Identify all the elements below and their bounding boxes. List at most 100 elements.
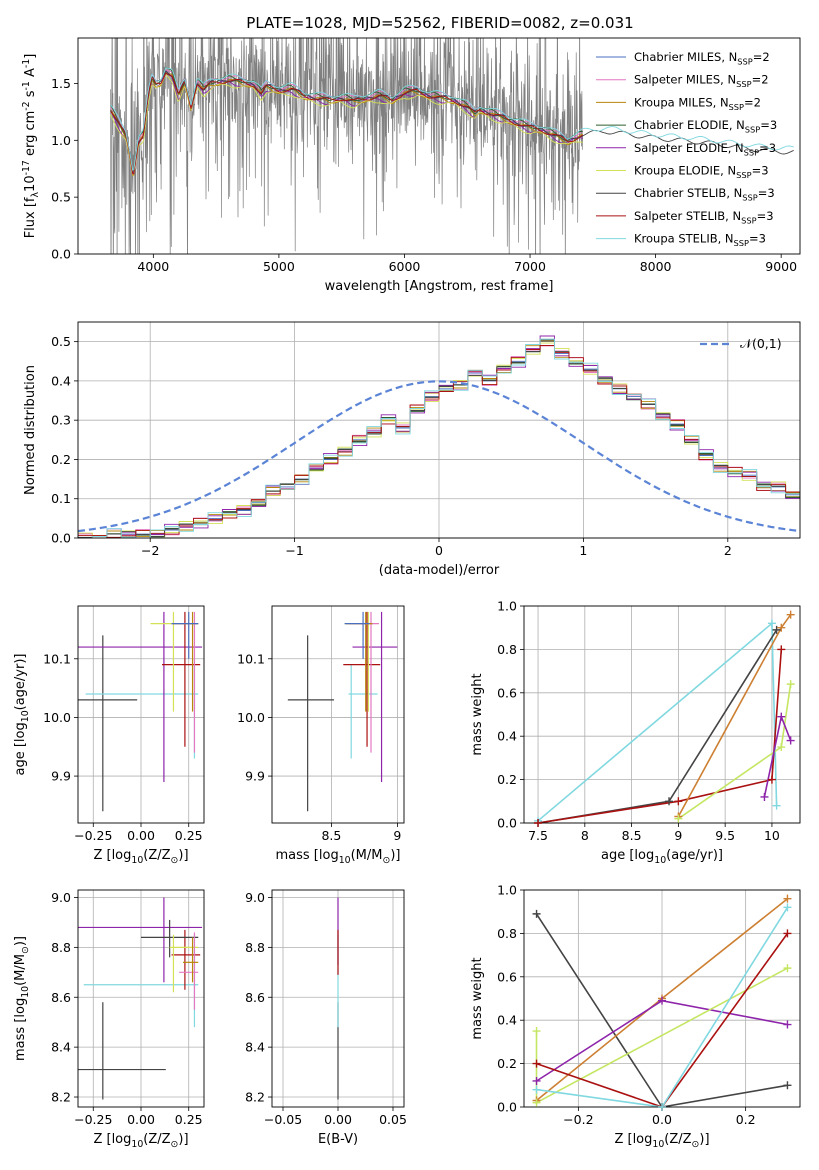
z-mass-ytick-label: 9.0	[51, 890, 71, 905]
ebv-mass-ytick-label: 9.0	[245, 890, 265, 905]
z-age-frame	[77, 605, 205, 824]
legend-label: Chabrier STELIB, NSSP​=3	[634, 186, 775, 202]
histogram-step	[78, 345, 800, 538]
z-mass-xlabel: Z [log10​(Z/Z⊙​)]	[93, 1132, 188, 1150]
spectrum-plot-area	[110, 38, 794, 254]
z-weight-marker	[783, 929, 792, 938]
z-weight-marker	[532, 1027, 541, 1036]
z-weight-ytick-label: 0.4	[497, 1013, 517, 1028]
z-weight-series-line	[536, 906, 789, 1107]
age-weight-ytick-label: 0.6	[497, 685, 517, 700]
mass-age-xtick-label: 8.5	[321, 828, 341, 843]
z-weight-marker	[783, 964, 792, 973]
histogram-step	[78, 341, 800, 538]
age-weight-marker	[777, 645, 786, 654]
z-weight-ytick-label: 1.0	[497, 883, 517, 898]
mass-age-xlabel: mass [log10​(M/M⊙​)]	[276, 848, 401, 866]
ebv-mass-xtick-label: 0.00	[324, 1112, 352, 1127]
spectrum-legend: Chabrier MILES, NSSP​=2 Salpeter MILES, N…	[596, 50, 777, 248]
age-weight-xlabel: age [log10​(age/yr)]	[601, 848, 723, 866]
z-age-xtick-label: 0.00	[127, 828, 155, 843]
legend-label: Chabrier MILES, NSSP​=2	[634, 50, 770, 66]
ebv-mass-axes: −0.05 0.00 0.05 8.2 8.4 8.6 8.8 9.0 E(B-V)	[245, 889, 407, 1147]
residuals-xtick-label: −2	[141, 543, 159, 558]
z-weight-xlabel: Z [log10​(Z/Z⊙​)]	[614, 1132, 709, 1150]
age-weight-frame	[523, 605, 801, 824]
age-weight-xtick-label: 8.5	[622, 828, 642, 843]
age-weight-marker	[665, 797, 674, 806]
spectrum-xtick-label: 5000	[263, 259, 295, 274]
age-weight-ytick-label: 0.2	[497, 772, 517, 787]
spectrum-xlabel: wavelength [Angstrom, rest frame]	[325, 279, 554, 294]
ebv-mass-ytick-label: 8.2	[245, 1090, 265, 1105]
residuals-xtick-label: −1	[285, 543, 303, 558]
histogram-step	[78, 335, 800, 538]
z-weight-ytick-label: 0.2	[497, 1056, 517, 1071]
age-weight-marker	[772, 625, 781, 634]
histogram-step	[78, 339, 800, 538]
age-weight-marker	[786, 736, 795, 745]
spectrum-ytick-label: 1.5	[51, 76, 71, 91]
spectrum-data-line	[110, 38, 583, 254]
legend-label: Kroupa STELIB, NSSP​=3	[634, 232, 766, 248]
mass-age-ytick-label: 9.9	[245, 769, 265, 784]
spectrum-model-line	[110, 67, 794, 171]
legend-label: Salpeter MILES, NSSP​=2	[634, 73, 769, 89]
age-weight-xtick-label: 10	[764, 828, 780, 843]
spectrum-xtick-label: 6000	[389, 259, 421, 274]
residuals-frame	[77, 321, 801, 539]
z-age-ytick-label: 10.0	[43, 710, 71, 725]
z-mass-ytick-label: 8.4	[51, 1040, 71, 1055]
z-weight-marker	[658, 996, 666, 1005]
z-weight-marker	[783, 1020, 792, 1029]
age-weight-marker	[760, 792, 769, 801]
age-weight-xtick-label: 8	[581, 828, 589, 843]
residuals-xtick-label: 1	[579, 543, 587, 558]
spectrum-xtick-label: 9000	[765, 259, 797, 274]
age-weight-ytick-label: 1.0	[497, 599, 517, 614]
age-weight-marker	[674, 797, 683, 806]
z-age-ytick-label: 9.9	[51, 769, 71, 784]
age-weight-marker	[777, 743, 786, 752]
age-weight-marker	[767, 619, 776, 628]
age-weight-series-line	[537, 621, 778, 822]
z-mass-frame	[77, 889, 205, 1108]
residuals-ytick-label: 0.1	[51, 491, 71, 506]
spectrum-model-line	[110, 72, 584, 175]
z-weight-marker	[532, 1098, 541, 1107]
z-mass-xtick-label: 0.25	[175, 1112, 203, 1127]
age-weight-ylabel: mass weight	[470, 673, 485, 755]
age-weight-marker	[674, 814, 683, 823]
z-mass-plot-area	[78, 897, 203, 1100]
z-age-xtick-label: 0.25	[175, 828, 203, 843]
normal-curve	[78, 380, 800, 533]
ebv-mass-frame	[271, 889, 405, 1108]
age-weight-marker	[777, 712, 786, 721]
spectrum-frame	[77, 37, 801, 255]
ebv-mass-xtick-label: 0.05	[379, 1112, 407, 1127]
z-mass-xtick-label: −0.25	[74, 1112, 112, 1127]
age-weight-plot-area	[537, 614, 792, 823]
age-weight-xtick-label: 7.5	[528, 828, 548, 843]
age-weight-series-line	[537, 649, 783, 823]
z-weight-series-line	[536, 932, 789, 1107]
residuals-ylabel: Normed distribution	[23, 365, 38, 495]
z-weight-ylabel: mass weight	[470, 957, 485, 1039]
spectrum-xtick-label: 7000	[514, 259, 546, 274]
ebv-mass-ytick-label: 8.8	[245, 940, 265, 955]
legend-label: Salpeter STELIB, NSSP​=3	[634, 209, 774, 225]
z-weight-series-line	[535, 913, 788, 1107]
z-mass-xtick-label: 0.00	[127, 1112, 155, 1127]
residuals-ytick-label: 0.2	[51, 452, 71, 467]
spectrum-xtick-label: 4000	[137, 259, 169, 274]
z-mass-ytick-label: 8.2	[51, 1090, 71, 1105]
residuals-xlabel: (data-model)/error	[379, 563, 500, 578]
residuals-xtick-label: 0	[435, 543, 443, 558]
residuals-ytick-label: 0.5	[51, 334, 71, 349]
age-weight-axes: 7.5 8 8.5 9 9.5 10 0.0 0.2 0.4 0.6 0.8 1.0 age [log1…	[470, 599, 801, 866]
spectrum-ytick-label: 1.0	[51, 133, 71, 148]
ebv-mass-ytick-label: 8.6	[245, 990, 265, 1005]
ebv-mass-xtick-label: −0.05	[264, 1112, 302, 1127]
z-weight-xtick-label: −0.2	[563, 1112, 593, 1127]
